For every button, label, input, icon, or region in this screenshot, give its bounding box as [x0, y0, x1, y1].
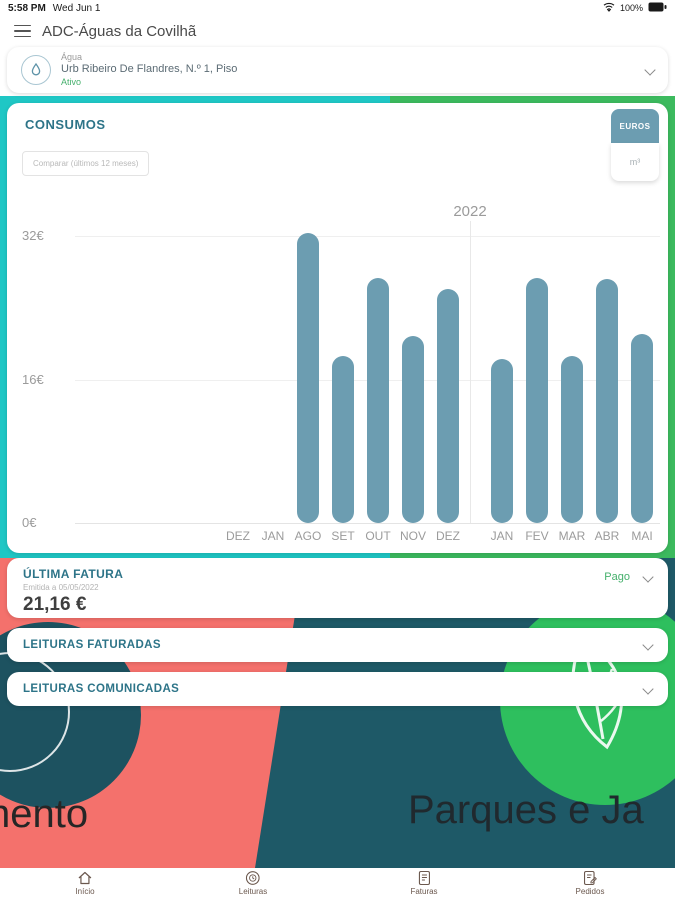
bottom-tab-bar: Início Leituras Faturas Pedidos	[0, 868, 675, 900]
ultima-fatura-amount: 21,16 €	[23, 594, 87, 615]
consumos-title: CONSUMOS	[25, 117, 106, 132]
unit-euros-button[interactable]: EUROS	[611, 109, 659, 143]
chart-month-label-8: FEV	[525, 529, 549, 543]
tab-pedidos[interactable]: Pedidos	[575, 870, 605, 896]
chevron-down-icon[interactable]	[642, 639, 654, 651]
chart-bar-ago-2	[297, 233, 319, 523]
chart-bar-fev-8	[526, 278, 548, 523]
y-tick-0: 0€	[22, 515, 37, 530]
chevron-down-icon[interactable]	[642, 571, 654, 583]
account-type-label: Água	[61, 51, 83, 62]
ultima-fatura-expand[interactable]: Pago	[604, 571, 654, 583]
chart-bar-nov-5	[402, 336, 424, 523]
tab-faturas-label: Faturas	[410, 887, 438, 896]
chart-baseline	[75, 523, 660, 524]
chart-bar-mai-11	[631, 334, 653, 523]
battery-percent: 100%	[619, 3, 643, 13]
chart-bar-jan-7	[491, 359, 513, 523]
paid-status-badge: Pago	[604, 571, 630, 583]
chart-month-label-11: MAI	[631, 529, 653, 543]
leituras-comunicadas-label: LEITURAS COMUNICADAS	[23, 683, 180, 695]
y-tick-32: 32€	[22, 228, 44, 243]
chevron-down-icon[interactable]	[642, 683, 654, 695]
invoice-icon	[418, 870, 430, 886]
meter-icon	[246, 871, 260, 885]
ultima-fatura-card: ÚLTIMA FATURA Emitida a 05/05/2022 21,16…	[7, 558, 668, 618]
leituras-comunicadas-section[interactable]: LEITURAS COMUNICADAS	[7, 672, 668, 706]
battery-icon	[648, 2, 667, 14]
unit-m3-button[interactable]: m³	[611, 143, 659, 181]
chart-bar-mar-9	[561, 356, 583, 523]
chart-month-label-7: JAN	[490, 529, 514, 543]
app-header: ADC-Águas da Covilhã	[0, 16, 675, 46]
chart-bars-layer: 2022 32€ 16€ 0€ DEZ JAN AGO SET OUT NOV DEZ JAN…	[7, 103, 668, 553]
background-text-left: nento	[0, 792, 89, 836]
chart-bar-abr-10	[596, 279, 618, 523]
unit-toggle: EUROS m³	[611, 109, 659, 181]
status-bar: 5:58 PM Wed Jun 1 100%	[0, 0, 675, 16]
wifi-icon	[603, 2, 615, 14]
tab-pedidos-label: Pedidos	[575, 887, 605, 896]
gridline-32	[75, 236, 660, 237]
tab-leituras[interactable]: Leituras	[239, 870, 267, 896]
home-icon	[78, 871, 92, 885]
account-selector[interactable]: Água Urb Ribeiro De Flandres, N.º 1, Pis…	[7, 47, 668, 93]
ultima-fatura-date: Emitida a 05/05/2022	[23, 583, 99, 592]
leituras-faturadas-section[interactable]: LEITURAS FATURADAS	[7, 628, 668, 662]
menu-icon[interactable]	[14, 24, 31, 38]
consumos-card: CONSUMOS Comparar (últimos 12 meses) EUR…	[7, 103, 668, 553]
account-address: Urb Ribeiro De Flandres, N.º 1, Piso	[61, 63, 238, 76]
chart-month-label-9: MAR	[558, 529, 586, 543]
chevron-down-icon[interactable]	[644, 64, 656, 76]
water-drop-icon	[21, 55, 51, 85]
compare-button[interactable]: Comparar (últimos 12 meses)	[22, 151, 150, 176]
page-title: ADC-Águas da Covilhã	[42, 22, 197, 40]
status-date: Wed Jun 1	[52, 2, 101, 14]
chart-bar-out-4	[367, 278, 389, 523]
chart-month-label-0: DEZ	[226, 529, 250, 543]
chart-month-label-3: SET	[331, 529, 355, 543]
chart-bar-set-3	[332, 356, 354, 523]
chart-bar-dez-6	[437, 289, 459, 523]
chart-month-label-4: OUT	[365, 529, 391, 543]
ultima-fatura-title: ÚLTIMA FATURA	[23, 567, 124, 581]
chart-month-label-1: JAN	[261, 529, 285, 543]
chart-year-divider	[470, 221, 471, 523]
chart-month-label-6: DEZ	[436, 529, 460, 543]
tab-leituras-label: Leituras	[238, 887, 268, 896]
tab-inicio-label: Início	[75, 887, 95, 896]
background-text-right: Parques e Ja	[408, 788, 644, 832]
chart-month-label-2: AGO	[294, 529, 322, 543]
request-icon	[583, 870, 597, 886]
leituras-faturadas-label: LEITURAS FATURADAS	[23, 639, 161, 651]
chart-year-label: 2022	[453, 203, 487, 220]
account-status: Ativo	[61, 76, 82, 87]
chart-month-label-10: ABR	[594, 529, 620, 543]
tab-inicio[interactable]: Início	[75, 870, 95, 896]
chart-month-label-5: NOV	[399, 529, 426, 543]
y-tick-16: 16€	[22, 372, 44, 387]
status-time: 5:58 PM	[8, 2, 46, 14]
tab-faturas[interactable]: Faturas	[410, 870, 438, 896]
